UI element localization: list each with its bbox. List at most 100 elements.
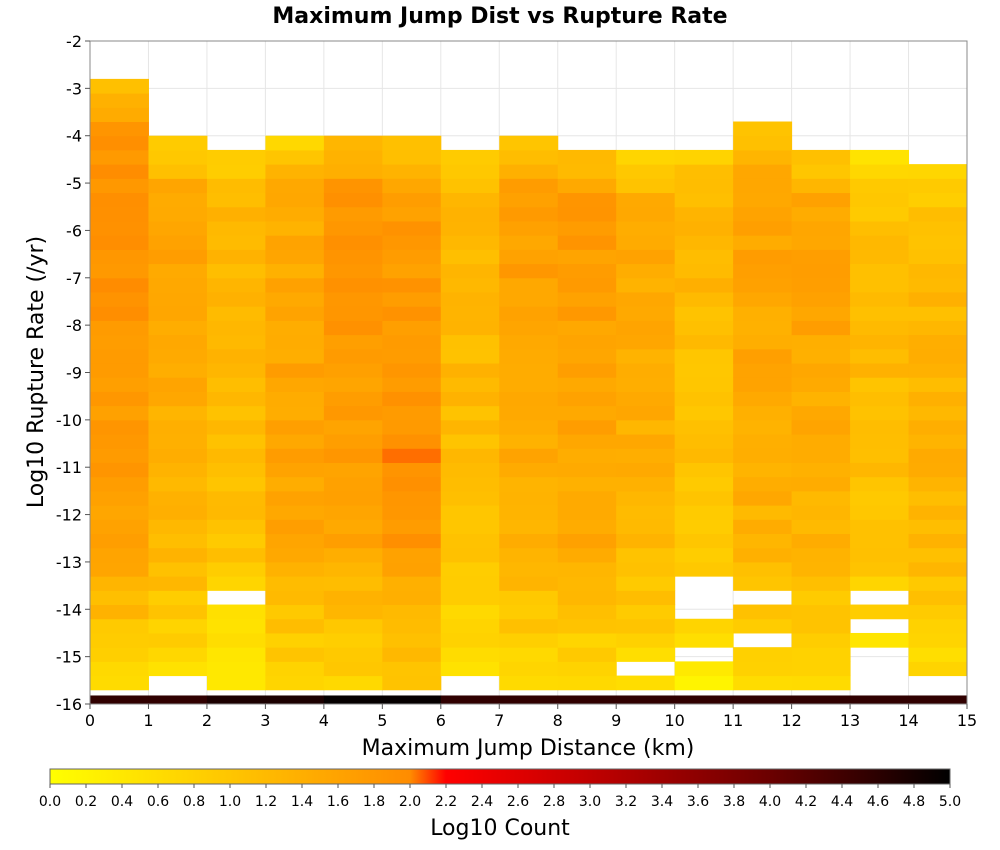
heatmap-cell xyxy=(265,164,325,179)
heatmap-cell xyxy=(733,206,793,222)
heatmap-cell xyxy=(733,121,793,137)
heatmap-cell xyxy=(616,363,676,378)
heatmap-cell xyxy=(148,448,208,463)
heatmap-cell xyxy=(382,632,442,648)
heatmap-cell xyxy=(265,263,325,279)
heatmap-cell xyxy=(265,661,325,677)
heatmap-cell xyxy=(265,632,325,648)
heatmap-cell xyxy=(616,377,676,392)
heatmap-cell xyxy=(850,604,910,620)
heatmap-cell xyxy=(148,178,208,194)
heatmap-cell xyxy=(323,505,383,520)
heatmap-cell xyxy=(557,192,617,208)
heatmap-cell xyxy=(557,348,617,364)
heatmap-cell xyxy=(323,405,383,421)
heatmap-cell xyxy=(733,618,793,634)
heatmap-cell xyxy=(265,505,325,520)
colorbar-tick-label: 3.4 xyxy=(651,794,673,810)
heatmap-cell xyxy=(382,249,442,265)
heatmap-cell xyxy=(908,291,968,307)
heatmap-cell xyxy=(323,135,383,151)
heatmap-cell xyxy=(440,618,500,634)
heatmap-cell xyxy=(323,434,383,449)
heatmap-cell xyxy=(323,419,383,435)
heatmap-cell xyxy=(674,419,734,435)
heatmap-cell xyxy=(323,647,383,662)
heatmap-cell xyxy=(791,476,851,492)
x-tick-label: 1 xyxy=(143,711,153,730)
heatmap-cell xyxy=(206,334,266,350)
colorbar-ticks: 0.0 0.2 0.4 0.6 0.8 1.0 1.2 1.4 1.6 1.8 2.0 2.2 2.4 2… xyxy=(39,784,961,810)
heatmap-cell xyxy=(382,618,442,634)
heatmap-cell xyxy=(90,235,149,250)
heatmap-cell xyxy=(440,519,500,535)
heatmap-cell xyxy=(382,675,442,691)
colorbar-tick-label: 3.8 xyxy=(723,794,745,810)
heatmap-cell xyxy=(850,505,910,520)
bottom-row-cell xyxy=(616,695,676,704)
heatmap-cell xyxy=(90,576,149,591)
heatmap-cell xyxy=(148,547,208,563)
heatmap-cell xyxy=(148,576,208,591)
heatmap-cell xyxy=(850,490,910,506)
heatmap-cell xyxy=(382,462,442,478)
heatmap-cell xyxy=(440,448,500,463)
heatmap-cell xyxy=(148,647,208,662)
bottom-row-cell xyxy=(908,695,968,704)
heatmap-cell xyxy=(265,476,325,492)
heatmap-cell xyxy=(850,192,910,208)
heatmap-cell xyxy=(674,391,734,407)
heatmap-cell xyxy=(557,377,617,392)
heatmap-cell xyxy=(557,462,617,478)
heatmap-cell xyxy=(440,561,500,577)
heatmap-cell xyxy=(733,576,793,591)
heatmap-cell xyxy=(265,348,325,364)
heatmap-cell xyxy=(382,547,442,563)
heatmap-cell xyxy=(206,206,266,222)
heatmap-cell xyxy=(382,206,442,222)
heatmap-cell xyxy=(557,291,617,307)
colorbar-tick-label: 2.0 xyxy=(399,794,421,810)
heatmap-cell xyxy=(616,547,676,563)
heatmap-cell xyxy=(323,675,383,691)
heatmap-cell xyxy=(791,178,851,194)
heatmap-cell xyxy=(733,448,793,463)
heatmap-cell xyxy=(499,249,559,265)
heatmap-cell xyxy=(206,533,266,549)
heatmap-cell xyxy=(791,632,851,648)
heatmap-cell xyxy=(499,192,559,208)
heatmap-cell xyxy=(382,291,442,307)
heatmap-cell xyxy=(908,405,968,421)
heatmap-cell xyxy=(382,661,442,677)
heatmap-cell xyxy=(90,476,149,492)
heatmap-cell xyxy=(265,490,325,506)
bottom-row-cell xyxy=(265,695,325,704)
heatmap-cell xyxy=(850,249,910,265)
heatmap-cell xyxy=(382,604,442,620)
colorbar-tick-label: 0.0 xyxy=(39,794,61,810)
heatmap-cell xyxy=(850,178,910,194)
heatmap-cell xyxy=(850,306,910,321)
heatmap-cell xyxy=(733,561,793,577)
heatmap-cell xyxy=(90,206,149,222)
heatmap-cell xyxy=(674,618,734,634)
colorbar-tick-label: 0.6 xyxy=(147,794,169,810)
heatmap-cell xyxy=(323,448,383,463)
heatmap-cell xyxy=(90,632,149,648)
heatmap-cell xyxy=(616,178,676,194)
heatmap-cell xyxy=(850,547,910,563)
heatmap-cell xyxy=(674,476,734,492)
colorbar-tick-label: 2.6 xyxy=(507,794,529,810)
heatmap-cell xyxy=(908,235,968,250)
heatmap-cell xyxy=(674,519,734,535)
heatmap-cell xyxy=(148,192,208,208)
heatmap-cell xyxy=(557,632,617,648)
heatmap-cell xyxy=(674,632,734,648)
x-tick-label: 15 xyxy=(957,711,977,730)
heatmap-cell xyxy=(733,675,793,691)
colorbar-tick-label: 5.0 xyxy=(939,794,961,810)
heatmap-cell xyxy=(557,164,617,179)
heatmap-cell xyxy=(90,149,149,165)
heatmap-cell xyxy=(908,249,968,265)
x-tick-label: 12 xyxy=(781,711,801,730)
